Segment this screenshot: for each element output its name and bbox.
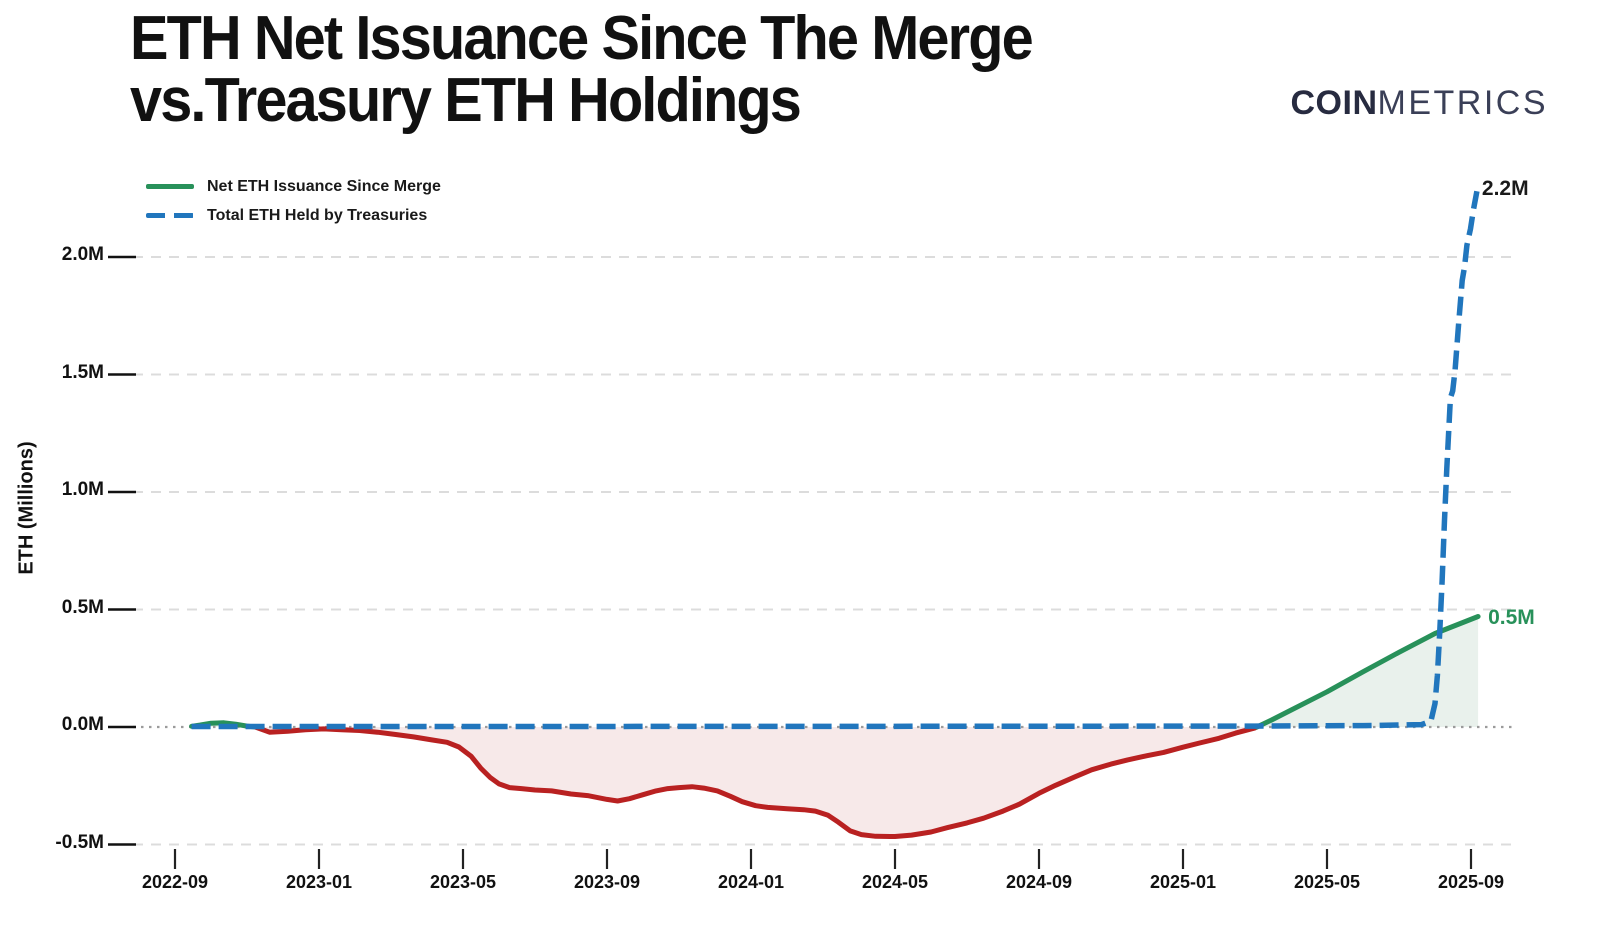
y-tick-label: 1.5M bbox=[61, 361, 104, 383]
x-tick-label: 2023-09 bbox=[573, 872, 641, 892]
x-tick-label: 2025-09 bbox=[1437, 872, 1505, 892]
legend: Net ETH Issuance Since Merge Total ETH H… bbox=[146, 172, 441, 230]
y-tick-label: -0.5M bbox=[55, 831, 104, 853]
issuance-value-annotation: 0.5M bbox=[1488, 605, 1535, 629]
y-tick-label: 1.0M bbox=[61, 479, 104, 500]
issuance-line-swatch-icon bbox=[146, 184, 194, 189]
x-tick-label: 2022-09 bbox=[141, 872, 209, 892]
chart-title: ETH Net Issuance Since The Merge vs.Trea… bbox=[130, 4, 1034, 135]
chart-title-line1: ETH Net Issuance Since The Merge bbox=[130, 4, 1034, 73]
x-tick-label: 2024-05 bbox=[861, 872, 929, 892]
logo-coin-text: COIN bbox=[1290, 84, 1378, 122]
y-tick-label: 0.5M bbox=[61, 596, 104, 618]
y-tick-label: 0.0M bbox=[61, 714, 104, 735]
x-tick-label: 2023-05 bbox=[429, 872, 497, 892]
legend-label-treasury: Total ETH Held by Treasuries bbox=[207, 206, 428, 224]
x-tick-label: 2025-01 bbox=[1149, 872, 1217, 892]
legend-label-issuance: Net ETH Issuance Since Merge bbox=[207, 177, 441, 195]
coinmetrics-logo: COINMETRICS bbox=[1291, 84, 1549, 123]
x-tick-label: 2024-09 bbox=[1005, 872, 1073, 892]
legend-item-issuance: Net ETH Issuance Since Merge bbox=[146, 172, 441, 201]
chart-title-line2: vs.Treasury ETH Holdings bbox=[130, 66, 802, 135]
x-tick-label: 2025-05 bbox=[1293, 872, 1361, 892]
y-tick-label: 2.0M bbox=[61, 244, 104, 265]
x-tick-label: 2023-01 bbox=[285, 872, 353, 892]
y-axis-title: ETH (Millions) bbox=[15, 441, 38, 575]
logo-metrics-text: METRICS bbox=[1377, 84, 1548, 122]
treasury-line-swatch-icon bbox=[146, 213, 194, 218]
x-tick-label: 2024-01 bbox=[717, 872, 785, 892]
treasury-value-annotation: 2.2M bbox=[1481, 177, 1529, 201]
legend-item-treasury: Total ETH Held by Treasuries bbox=[146, 201, 441, 230]
